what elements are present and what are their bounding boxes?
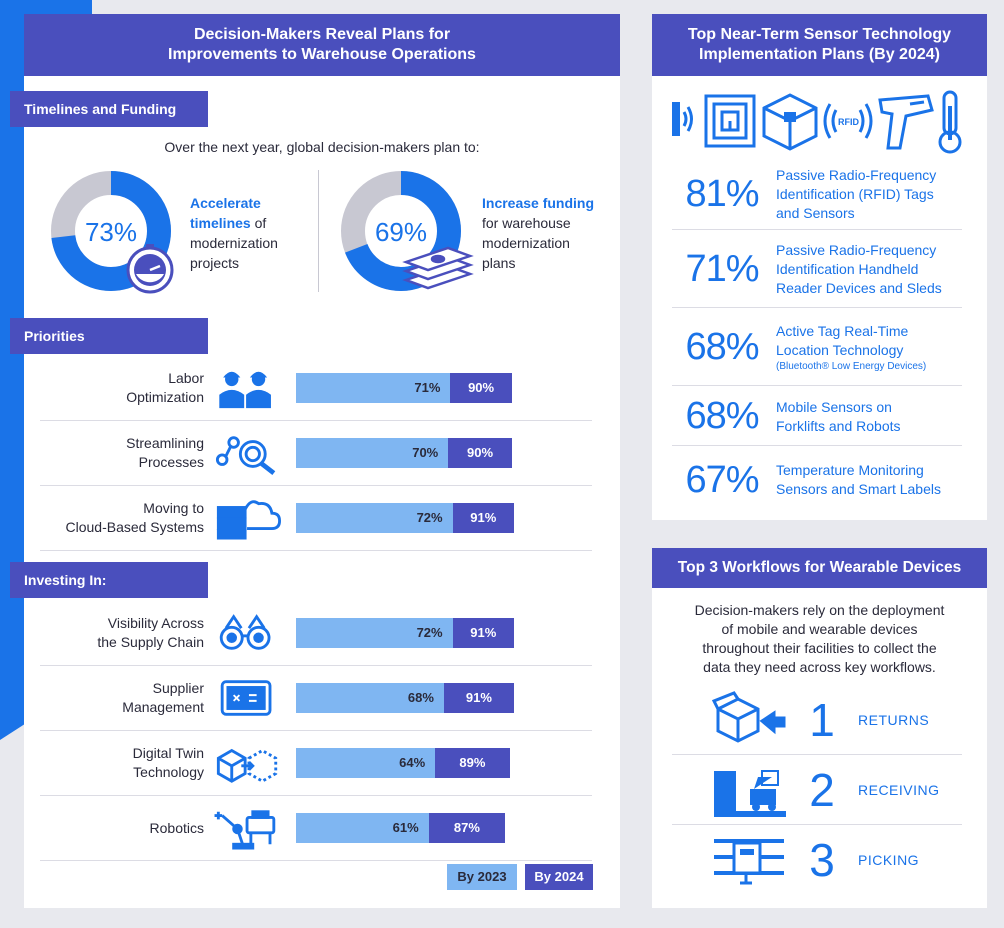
- bar-2024: 91%: [452, 503, 514, 533]
- bar-category-label: Streamlining Processes: [126, 435, 204, 470]
- bar-category-label: Visibility Across the Supply Chain: [97, 615, 204, 650]
- timelines-divider: [318, 170, 319, 292]
- server-cloud-icon: [216, 500, 282, 540]
- sensor-description: Passive Radio-Frequency Identification (R…: [776, 167, 937, 221]
- bar-2023: 64%: [296, 748, 436, 778]
- workflow-label: RECEIVING: [858, 781, 940, 798]
- binoculars-icon: [219, 614, 271, 650]
- bar-2024: 91%: [443, 683, 514, 713]
- workflow-rank: 3: [809, 834, 835, 886]
- money-stack-icon: [402, 246, 474, 290]
- workers-icon: [219, 371, 271, 409]
- workflow-rank: 2: [809, 763, 835, 816]
- donut-timelines: 73%: [51, 171, 174, 294]
- workflows-panel-title: Top 3 Workflows for Wearable Devices: [652, 548, 987, 588]
- bar-2024: 90%: [448, 438, 512, 468]
- sensor-item: 68% Mobile Sensors on Forklifts and Robots: [672, 388, 962, 446]
- rfid-signal-icon: RFID: [823, 103, 873, 139]
- sensor-percent: 67%: [685, 458, 759, 501]
- bar-2023: 72%: [296, 618, 453, 648]
- bar-category-label: Labor Optimization: [126, 370, 204, 405]
- bar-2024: 87%: [428, 813, 506, 843]
- supplier-screen-icon: [220, 680, 272, 716]
- bar-row: Streamlining Processes 70% 90%: [40, 421, 592, 486]
- legend-2024: By 2024: [525, 864, 593, 890]
- sensor-percent: 68%: [685, 395, 759, 437]
- bar-2024: 89%: [435, 748, 510, 778]
- receiving-truck-icon: [714, 769, 786, 817]
- handheld-scanner-icon: [878, 94, 934, 150]
- picking-shelf-icon: [714, 839, 784, 885]
- bar-2024: 91%: [452, 618, 514, 648]
- nfc-icon: [672, 102, 693, 136]
- timelines-right-text: Increase funding for warehouse moderniza…: [482, 195, 595, 271]
- sensor-description: Passive Radio-Frequency Identification Ha…: [776, 242, 942, 296]
- donut-funding: 69%: [341, 171, 474, 291]
- process-magnifier-icon: [215, 436, 276, 475]
- sensor-description: Mobile Sensors on Forklifts and Robots: [776, 398, 901, 434]
- workflow-label: PICKING: [858, 852, 920, 868]
- bar-track: 72% 91%: [296, 618, 596, 648]
- bar-2023: 61%: [296, 813, 429, 843]
- bar-track: 71% 90%: [296, 373, 596, 403]
- bar-row: Digital Twin Technology 64% 89%: [40, 731, 592, 796]
- bar-row: Supplier Management 68% 91%: [40, 666, 592, 731]
- sensor-panel: Top Near-Term Sensor Technology Implemen…: [652, 14, 987, 520]
- timelines-left-text: Accelerate timelines of modernization pr…: [190, 195, 278, 271]
- bar-2023: 68%: [296, 683, 444, 713]
- sensor-panel-title: Top Near-Term Sensor Technology Implemen…: [652, 14, 987, 76]
- bar-category-label: Robotics: [149, 819, 204, 836]
- bar-track: 61% 87%: [296, 813, 596, 843]
- sensor-item: 71% Passive Radio-Frequency Identification…: [672, 232, 962, 308]
- bar-track: 72% 91%: [296, 503, 596, 533]
- sensor-item: 81% Passive Radio-Frequency Identification…: [672, 160, 962, 230]
- digital-twin-cube-icon: [216, 748, 278, 783]
- donut-timelines-value: 73%: [85, 217, 137, 247]
- donut-funding-value: 69%: [375, 217, 427, 247]
- bar-track: 68% 91%: [296, 683, 596, 713]
- section-tag-priorities: Priorities: [10, 318, 208, 354]
- workflow-label: RETURNS: [858, 711, 930, 728]
- stopwatch-icon: [126, 244, 174, 294]
- sensor-percent: 68%: [685, 326, 759, 368]
- sensor-item: 67% Temperature Monitoring Sensors and Sma…: [672, 448, 962, 512]
- rfid-tag-icon: [704, 94, 756, 148]
- bar-2023: 72%: [296, 503, 453, 533]
- bar-category-label: Supplier Management: [122, 680, 204, 715]
- bar-2024: 90%: [450, 373, 512, 403]
- bar-row: Robotics 61% 87%: [40, 796, 592, 861]
- returns-box-icon: [712, 690, 786, 743]
- sensor-percent: 81%: [685, 173, 759, 215]
- bar-track: 64% 89%: [296, 748, 596, 778]
- sensor-description: Temperature Monitoring Sensors and Smart …: [776, 462, 941, 497]
- sensor-description: Active Tag Real-Time Location Technology(…: [776, 322, 927, 372]
- section-tag-timelines: Timelines and Funding: [10, 91, 208, 127]
- svg-text:RFID: RFID: [838, 117, 859, 127]
- workflow-rank: 1: [809, 693, 835, 746]
- robot-arm-icon: [214, 810, 276, 850]
- thermometer-icon: [938, 90, 962, 154]
- workflow-item: 3 PICKING: [672, 825, 962, 895]
- workflow-item: 2 RECEIVING: [672, 755, 962, 825]
- sensor-icon-strip: RFID: [672, 90, 962, 154]
- section-tag-investing: Investing In:: [10, 562, 208, 598]
- workflows-panel: Top 3 Workflows for Wearable Devices Dec…: [652, 548, 987, 908]
- bar-row: Moving to Cloud-Based Systems 72% 91%: [40, 486, 592, 551]
- legend-2023: By 2023: [447, 864, 517, 890]
- workflow-item: 1 RETURNS: [672, 685, 962, 755]
- bar-2023: 70%: [296, 438, 449, 468]
- bar-category-label: Moving to Cloud-Based Systems: [65, 500, 204, 535]
- bar-2023: 71%: [296, 373, 451, 403]
- bar-track: 70% 90%: [296, 438, 596, 468]
- sensor-item: 68% Active Tag Real-Time Location Technolo…: [672, 310, 962, 386]
- bar-row: Labor Optimization 71% 90%: [40, 356, 592, 421]
- bar-row: Visibility Across the Supply Chain 72% 91%: [40, 601, 592, 666]
- workflows-intro: Decision-makers rely on the deployment o…: [694, 602, 945, 675]
- timelines-intro: Over the next year, global decision-make…: [164, 139, 480, 155]
- panel-title: Decision-Makers Reveal Plans for Improve…: [24, 14, 620, 76]
- package-icon: [762, 93, 818, 151]
- bar-category-label: Digital Twin Technology: [132, 745, 204, 780]
- sensor-percent: 71%: [685, 248, 759, 290]
